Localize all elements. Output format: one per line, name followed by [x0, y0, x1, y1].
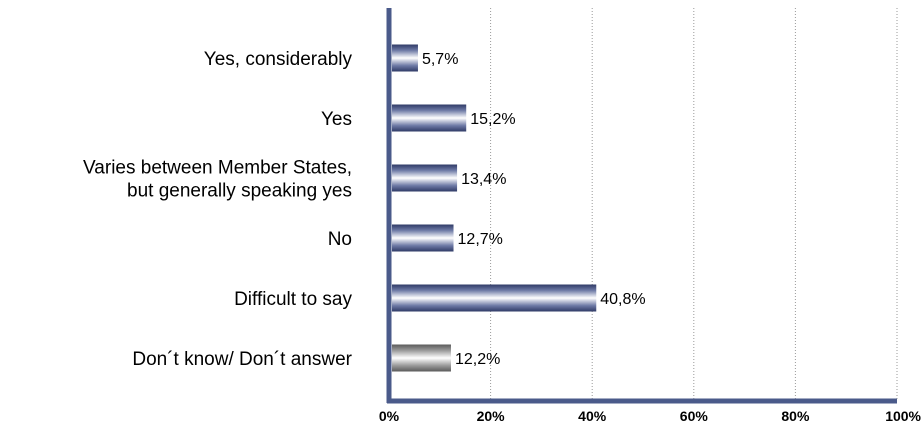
- bar: [392, 104, 467, 132]
- bar: [392, 44, 418, 72]
- value-label: 12,2%: [455, 351, 500, 368]
- bars: [392, 44, 597, 372]
- value-label: 12,7%: [458, 231, 503, 248]
- x-tick-label: 60%: [680, 408, 709, 424]
- x-tick-label: 40%: [578, 408, 607, 424]
- x-tick-label: 80%: [781, 408, 810, 424]
- value-label: 5,7%: [422, 51, 458, 68]
- category-label: Yes: [321, 109, 352, 130]
- bar: [392, 284, 597, 312]
- value-label: 40,8%: [600, 291, 645, 308]
- x-tick-label: 0%: [379, 408, 400, 424]
- category-label: Varies between Member States, but general…: [83, 158, 352, 202]
- x-tick-label: 100%: [885, 408, 921, 424]
- bar: [392, 164, 458, 192]
- category-label: Yes, considerably: [204, 49, 353, 70]
- category-label: Difficult to say: [234, 289, 352, 310]
- value-label: 15,2%: [470, 111, 515, 128]
- value-label: 13,4%: [461, 171, 506, 188]
- axes: [386, 8, 897, 404]
- bar: [392, 344, 451, 372]
- gridlines: [490, 8, 898, 401]
- bar: [392, 224, 454, 252]
- category-label: No: [328, 229, 352, 250]
- x-tick-label: 20%: [477, 408, 506, 424]
- category-label: Don´t know/ Don´t answer: [132, 349, 352, 370]
- labels: 5,7% Yes, considerably 15,2% Yes 13,4% Varies…: [83, 49, 921, 424]
